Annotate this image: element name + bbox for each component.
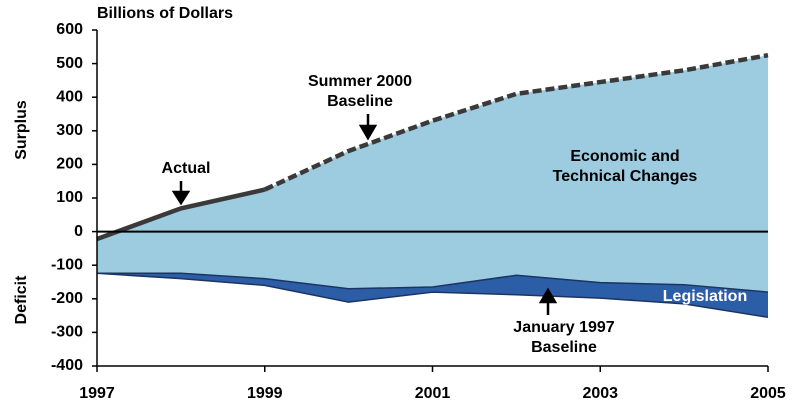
y-tick-label: 500 xyxy=(56,55,83,72)
region-label: Legislation xyxy=(662,288,748,305)
arrow-head xyxy=(171,190,191,206)
x-tick-label: 2001 xyxy=(415,385,451,402)
series-line xyxy=(263,52,769,192)
arrow-head xyxy=(538,287,558,304)
x-tick-label: 1997 xyxy=(79,385,115,402)
y-tick-label: 600 xyxy=(56,21,83,38)
y-tick-label: 0 xyxy=(74,223,83,240)
series-label: Summer 2000 Baseline xyxy=(307,73,413,110)
y-tick-label: 200 xyxy=(56,156,83,173)
y-tick-label: 100 xyxy=(56,189,83,206)
x-tick-label: 2003 xyxy=(582,385,618,402)
arrow-head xyxy=(358,124,378,141)
y-tick-label: -300 xyxy=(51,324,83,341)
y-tick-label: 300 xyxy=(56,122,83,139)
series-line xyxy=(97,272,769,293)
y-tick-label: -100 xyxy=(51,256,83,273)
series-line xyxy=(96,187,266,242)
y-tick-label: -400 xyxy=(51,357,83,374)
region-label: Economic and Technical Changes xyxy=(552,148,698,185)
y-tick-label: 400 xyxy=(56,88,83,105)
series-label: January 1997 Baseline xyxy=(513,319,615,356)
x-tick-label: 2005 xyxy=(750,385,786,402)
series-line xyxy=(96,272,769,319)
y-label-surplus: Surplus xyxy=(13,100,30,160)
y-tick-label: -200 xyxy=(51,290,83,307)
area-changes xyxy=(97,55,768,293)
area-legislation xyxy=(97,273,768,318)
y-label-deficit: Deficit xyxy=(13,275,30,325)
x-tick-label: 1999 xyxy=(247,385,283,402)
series-label: Actual xyxy=(161,160,211,177)
unit-label: Billions of Dollars xyxy=(97,5,233,22)
